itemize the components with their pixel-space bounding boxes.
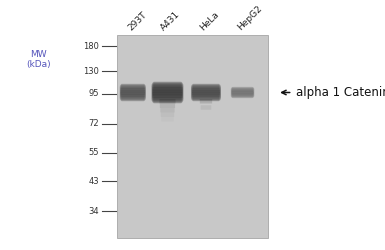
FancyBboxPatch shape — [121, 94, 145, 101]
FancyBboxPatch shape — [231, 88, 254, 96]
FancyBboxPatch shape — [191, 87, 221, 100]
FancyBboxPatch shape — [153, 82, 182, 91]
FancyBboxPatch shape — [231, 90, 254, 98]
Bar — [117, 35, 268, 237]
FancyBboxPatch shape — [159, 99, 176, 103]
FancyBboxPatch shape — [231, 89, 254, 97]
FancyBboxPatch shape — [193, 96, 219, 102]
FancyBboxPatch shape — [192, 84, 220, 95]
FancyBboxPatch shape — [153, 82, 182, 94]
FancyBboxPatch shape — [154, 96, 181, 103]
FancyBboxPatch shape — [160, 104, 175, 108]
FancyBboxPatch shape — [192, 94, 219, 101]
FancyBboxPatch shape — [153, 94, 182, 103]
FancyBboxPatch shape — [153, 92, 182, 103]
FancyBboxPatch shape — [232, 87, 253, 93]
Text: 95: 95 — [89, 89, 99, 98]
FancyBboxPatch shape — [120, 85, 146, 97]
FancyBboxPatch shape — [152, 85, 183, 101]
Text: 180: 180 — [83, 42, 99, 51]
FancyBboxPatch shape — [192, 84, 219, 92]
FancyBboxPatch shape — [121, 90, 145, 101]
FancyBboxPatch shape — [152, 87, 183, 102]
FancyBboxPatch shape — [161, 112, 174, 117]
Text: alpha 1 Catenin: alpha 1 Catenin — [296, 86, 385, 99]
FancyBboxPatch shape — [231, 91, 254, 98]
FancyBboxPatch shape — [121, 96, 144, 102]
FancyBboxPatch shape — [152, 84, 183, 100]
FancyBboxPatch shape — [200, 99, 212, 103]
FancyBboxPatch shape — [192, 90, 220, 101]
Text: HeLa: HeLa — [198, 10, 220, 32]
FancyBboxPatch shape — [192, 92, 220, 101]
FancyBboxPatch shape — [120, 86, 146, 98]
FancyBboxPatch shape — [121, 84, 145, 95]
FancyBboxPatch shape — [121, 84, 145, 93]
FancyBboxPatch shape — [121, 92, 145, 101]
FancyBboxPatch shape — [152, 82, 182, 96]
FancyBboxPatch shape — [232, 92, 253, 98]
FancyBboxPatch shape — [191, 86, 221, 98]
FancyBboxPatch shape — [231, 87, 254, 94]
FancyBboxPatch shape — [231, 88, 254, 96]
Text: 130: 130 — [83, 67, 99, 76]
FancyBboxPatch shape — [121, 84, 144, 89]
Text: 43: 43 — [88, 177, 99, 186]
FancyBboxPatch shape — [192, 84, 220, 93]
FancyBboxPatch shape — [120, 88, 146, 100]
Text: HepG2: HepG2 — [236, 4, 264, 32]
Text: 293T: 293T — [126, 10, 149, 32]
FancyBboxPatch shape — [193, 84, 219, 89]
FancyBboxPatch shape — [201, 105, 211, 110]
FancyBboxPatch shape — [152, 83, 183, 98]
Text: 72: 72 — [88, 119, 99, 128]
FancyBboxPatch shape — [154, 82, 181, 88]
FancyBboxPatch shape — [120, 87, 146, 100]
FancyBboxPatch shape — [191, 85, 221, 97]
FancyBboxPatch shape — [152, 89, 182, 102]
Text: 34: 34 — [88, 207, 99, 216]
FancyBboxPatch shape — [160, 108, 175, 112]
FancyBboxPatch shape — [121, 84, 145, 92]
Text: 55: 55 — [89, 148, 99, 157]
Text: A431: A431 — [159, 10, 182, 32]
Text: MW
(kDa): MW (kDa) — [26, 50, 51, 70]
FancyBboxPatch shape — [191, 88, 221, 100]
